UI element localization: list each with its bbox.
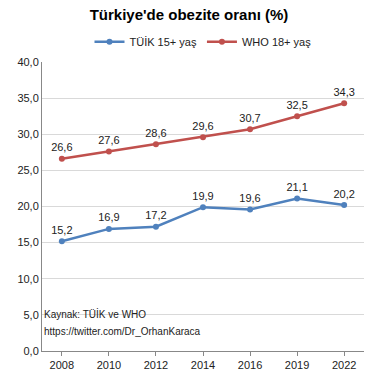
svg-text:16,9: 16,9	[98, 211, 119, 223]
svg-text:15,2: 15,2	[51, 224, 72, 236]
svg-text:25,0: 25,0	[17, 164, 38, 176]
svg-text:2010: 2010	[97, 359, 121, 371]
svg-text:0,0: 0,0	[24, 345, 39, 357]
svg-text:30,0: 30,0	[17, 128, 38, 140]
svg-text:Türkiye'de obezite oranı (%): Türkiye'de obezite oranı (%)	[90, 6, 289, 23]
svg-text:34,3: 34,3	[333, 86, 354, 98]
svg-text:32,5: 32,5	[286, 99, 307, 111]
svg-text:19,9: 19,9	[192, 190, 213, 202]
svg-text:19,6: 19,6	[239, 192, 260, 204]
svg-text:20,0: 20,0	[17, 200, 38, 212]
svg-text:2019: 2019	[285, 359, 309, 371]
svg-text:20,2: 20,2	[333, 188, 354, 200]
svg-text:Kaynak: TÜİK ve WHO: Kaynak: TÜİK ve WHO	[44, 308, 146, 320]
svg-text:2022: 2022	[332, 359, 356, 371]
svg-text:27,6: 27,6	[98, 134, 119, 146]
svg-text:2016: 2016	[238, 359, 262, 371]
svg-text:26,6: 26,6	[51, 141, 72, 153]
svg-text:2014: 2014	[191, 359, 215, 371]
svg-text:https://twitter.com/Dr_OrhanKa: https://twitter.com/Dr_OrhanKaraca	[44, 326, 201, 337]
svg-text:29,6: 29,6	[192, 120, 213, 132]
svg-text:21,1: 21,1	[286, 181, 307, 193]
svg-text:2012: 2012	[144, 359, 168, 371]
svg-text:28,6: 28,6	[145, 127, 166, 139]
svg-text:10,0: 10,0	[17, 273, 38, 285]
svg-text:TÜİK 15+ yaş: TÜİK 15+ yaş	[130, 36, 197, 48]
svg-text:5,0: 5,0	[24, 309, 39, 321]
svg-text:17,2: 17,2	[145, 209, 166, 221]
svg-text:30,7: 30,7	[239, 112, 260, 124]
svg-text:35,0: 35,0	[17, 92, 38, 104]
svg-text:2008: 2008	[50, 359, 74, 371]
svg-text:15,0: 15,0	[17, 236, 38, 248]
svg-text:WHO 18+ yaş: WHO 18+ yaş	[242, 36, 311, 48]
svg-text:40,0: 40,0	[17, 56, 38, 68]
